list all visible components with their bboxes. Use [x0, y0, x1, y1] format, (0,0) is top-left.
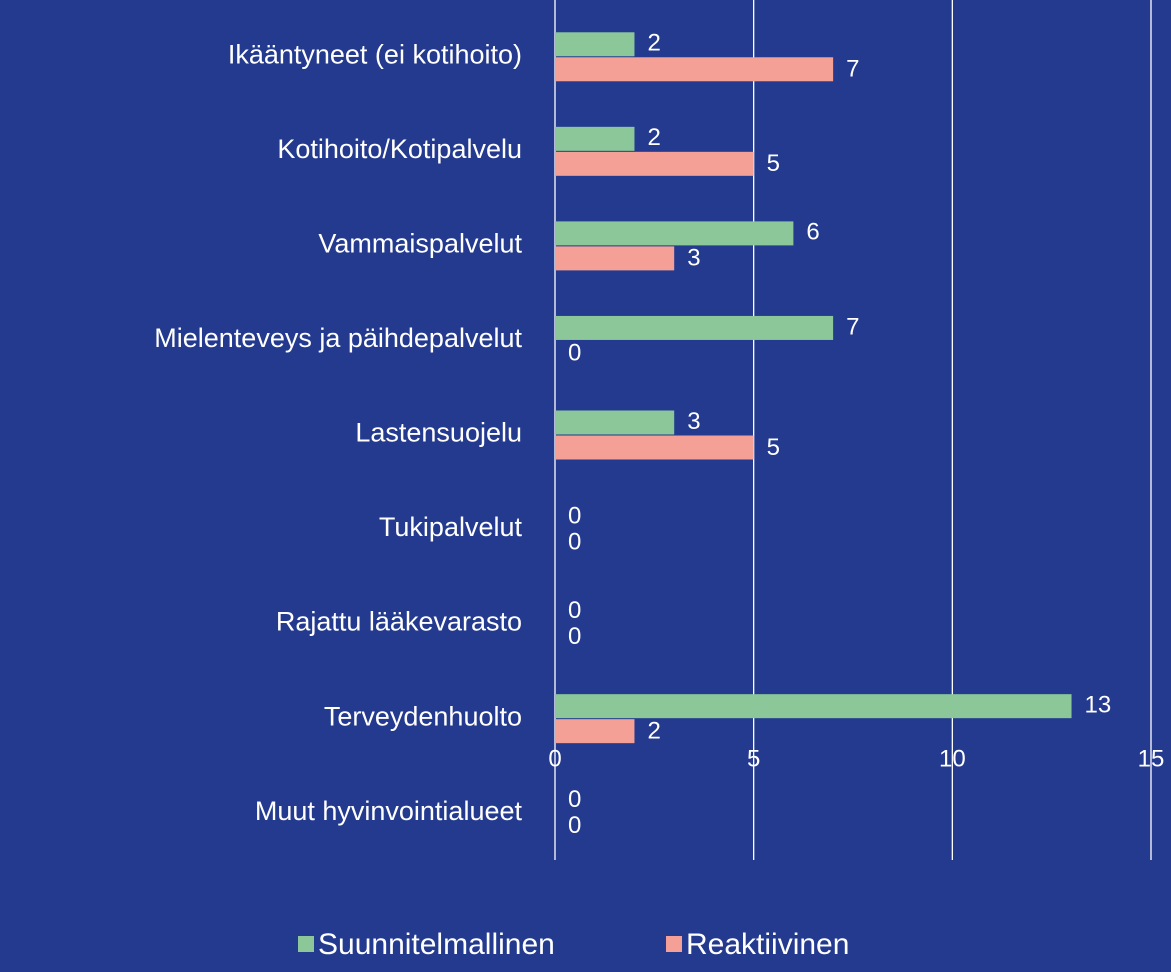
- value-label: 0: [568, 502, 581, 529]
- bar: [555, 151, 754, 176]
- y-tick-label: Muut hyvinvointialueet: [255, 796, 523, 826]
- value-label: 6: [806, 219, 819, 246]
- value-label: 7: [846, 313, 859, 340]
- value-label: 0: [568, 528, 581, 555]
- value-label: 2: [647, 30, 660, 57]
- bar: [555, 410, 675, 435]
- value-label: 3: [687, 408, 700, 435]
- y-tick-label: Mielenteveys ja päihdepalvelut: [154, 323, 522, 353]
- legend-label: Suunnitelmallinen: [318, 928, 555, 961]
- x-tick-label: 5: [747, 745, 760, 772]
- bar: [555, 694, 1072, 719]
- value-label: 0: [568, 623, 581, 650]
- value-label: 7: [846, 56, 859, 83]
- legend-swatch: [298, 936, 314, 952]
- value-label: 0: [568, 786, 581, 813]
- value-label: 13: [1085, 692, 1112, 719]
- y-tick-label: Ikääntyneet (ei kotihoito): [228, 39, 522, 69]
- y-tick-label: Vammaispalvelut: [318, 229, 522, 259]
- value-label: 2: [647, 124, 660, 151]
- bar: [555, 221, 794, 246]
- y-tick-label: Kotihoito/Kotipalvelu: [277, 134, 522, 164]
- value-label: 0: [568, 812, 581, 839]
- value-label: 0: [568, 597, 581, 624]
- x-tick-label: 10: [939, 745, 966, 772]
- y-tick-label: Lastensuojelu: [355, 418, 522, 448]
- y-tick-label: Rajattu lääkevarasto: [276, 607, 522, 637]
- bar: [555, 435, 754, 460]
- legend-label: Reaktiivinen: [686, 928, 849, 961]
- value-label: 2: [647, 718, 660, 745]
- y-tick-label: Terveydenhuolto: [324, 701, 522, 731]
- bar: [555, 126, 635, 151]
- value-label: 0: [568, 339, 581, 366]
- x-tick-label: 0: [548, 745, 561, 772]
- value-label: 5: [767, 434, 780, 461]
- bar: [555, 719, 635, 744]
- bar: [555, 246, 675, 271]
- x-tick-label: 15: [1138, 745, 1165, 772]
- value-label: 3: [687, 245, 700, 272]
- bar: [555, 57, 834, 82]
- legend-swatch: [666, 936, 682, 952]
- bar: [555, 315, 834, 340]
- value-label: 5: [767, 150, 780, 177]
- y-tick-label: Tukipalvelut: [379, 512, 523, 542]
- bar: [555, 32, 635, 57]
